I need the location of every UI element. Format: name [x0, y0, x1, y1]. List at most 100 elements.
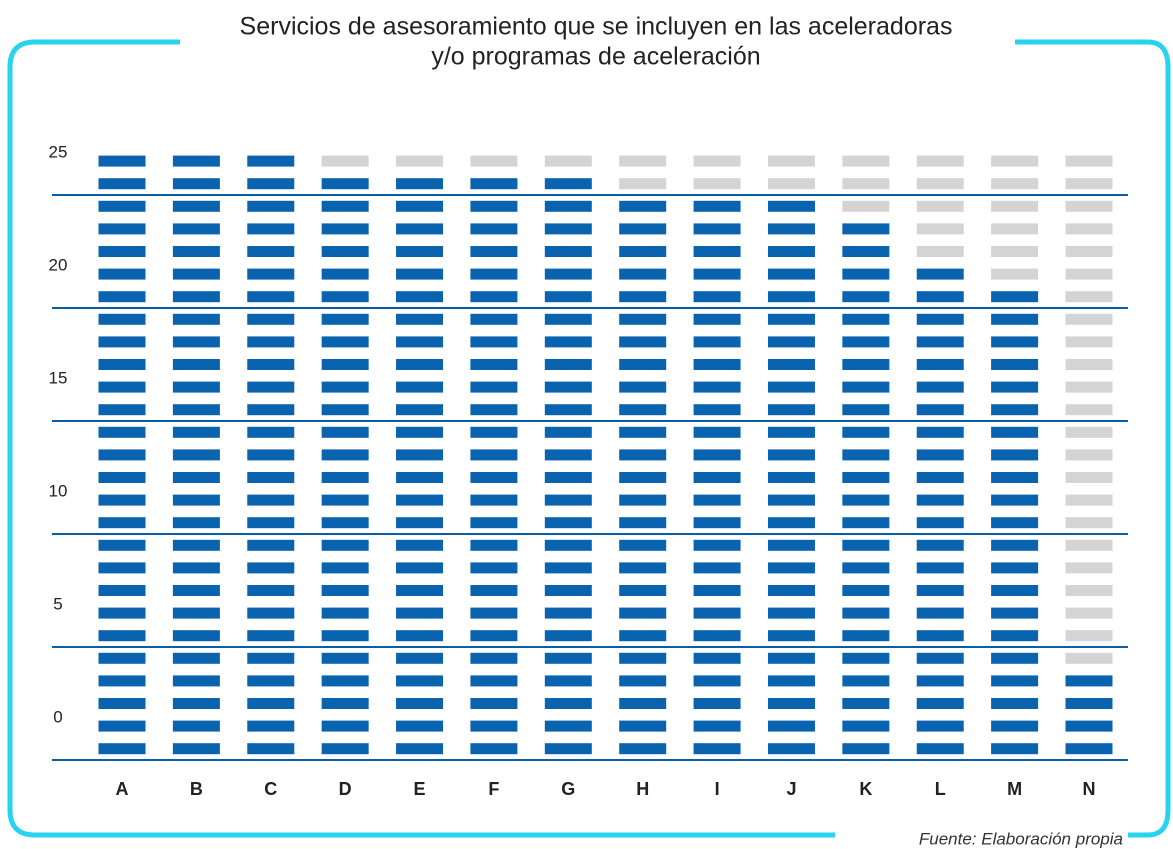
empty-unit	[321, 155, 369, 167]
unit	[470, 336, 518, 348]
unit	[396, 381, 444, 393]
x-tick-label: C	[264, 779, 277, 799]
unit	[693, 246, 741, 257]
empty-unit	[916, 178, 964, 190]
unit	[544, 313, 592, 325]
unit	[693, 562, 741, 574]
unit	[247, 404, 295, 416]
empty-unit	[1065, 585, 1113, 596]
unit	[247, 743, 295, 755]
unit	[98, 743, 146, 755]
unit	[693, 607, 741, 619]
unit	[916, 607, 964, 619]
unit	[544, 743, 592, 755]
y-tick-label: 20	[49, 255, 68, 274]
unit	[842, 381, 890, 393]
unit	[991, 313, 1039, 325]
unit	[619, 562, 667, 574]
unit	[172, 743, 220, 755]
unit	[767, 652, 815, 664]
unit	[842, 291, 890, 303]
unit	[693, 359, 741, 370]
unit	[991, 607, 1039, 619]
unit	[916, 291, 964, 303]
unit	[470, 585, 518, 596]
unit	[98, 381, 146, 393]
unit	[991, 698, 1039, 709]
unit	[619, 743, 667, 755]
unit	[619, 539, 667, 551]
unit	[767, 675, 815, 687]
unit	[693, 268, 741, 280]
unit	[544, 517, 592, 529]
unit	[98, 223, 146, 235]
unit	[172, 155, 220, 167]
unit	[247, 517, 295, 529]
x-tick-label: G	[561, 779, 575, 799]
unit	[842, 652, 890, 664]
unit	[470, 178, 518, 190]
unit	[247, 562, 295, 574]
unit	[1065, 675, 1113, 687]
unit	[470, 517, 518, 529]
unit	[991, 472, 1039, 483]
unit	[321, 562, 369, 574]
unit	[619, 359, 667, 370]
unit	[98, 720, 146, 732]
unit	[842, 743, 890, 755]
unit	[619, 517, 667, 529]
unit	[172, 426, 220, 438]
unit	[991, 652, 1039, 664]
unit	[916, 539, 964, 551]
unit	[842, 268, 890, 280]
empty-unit	[1065, 607, 1113, 619]
unit	[767, 472, 815, 483]
unit	[247, 313, 295, 325]
unit	[767, 381, 815, 393]
unit	[619, 652, 667, 664]
unit	[247, 381, 295, 393]
unit	[991, 494, 1039, 506]
unit	[98, 404, 146, 416]
empty-unit	[1065, 246, 1113, 257]
unit	[98, 585, 146, 596]
unit	[172, 585, 220, 596]
unit	[247, 494, 295, 506]
unit	[916, 381, 964, 393]
unit	[619, 698, 667, 709]
unit	[693, 336, 741, 348]
unit	[693, 539, 741, 551]
unit	[544, 246, 592, 257]
x-tick-label: L	[935, 779, 946, 799]
unit	[98, 472, 146, 483]
unit	[767, 449, 815, 461]
unit	[321, 517, 369, 529]
y-tick-label: 10	[49, 481, 68, 500]
unit	[247, 223, 295, 235]
unit	[321, 223, 369, 235]
frame	[1015, 39, 1171, 838]
unit	[544, 200, 592, 212]
empty-unit	[991, 268, 1039, 280]
unit	[619, 472, 667, 483]
unit	[247, 449, 295, 461]
unit	[321, 178, 369, 190]
unit	[321, 630, 369, 642]
unit	[916, 313, 964, 325]
unit	[916, 359, 964, 370]
unit	[693, 585, 741, 596]
unit	[98, 562, 146, 574]
unit	[172, 652, 220, 664]
unit	[619, 585, 667, 596]
unit	[842, 539, 890, 551]
empty-unit	[470, 155, 518, 167]
unit	[916, 720, 964, 732]
unit	[321, 539, 369, 551]
unit	[916, 404, 964, 416]
unit	[321, 404, 369, 416]
unit	[470, 472, 518, 483]
unit	[470, 494, 518, 506]
unit	[544, 720, 592, 732]
empty-unit	[1065, 291, 1113, 303]
unit	[842, 472, 890, 483]
